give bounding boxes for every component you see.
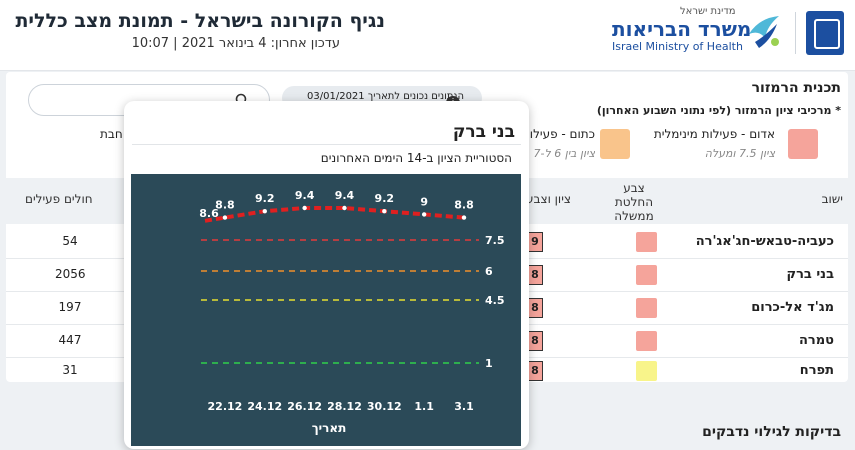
data-point <box>222 215 228 220</box>
data-point <box>382 209 387 214</box>
data-label: 9.4 <box>295 189 315 202</box>
row-score: 8 <box>527 298 543 318</box>
data-label: 8.6 <box>199 207 219 220</box>
row-score: 9 <box>527 232 543 252</box>
data-point <box>302 205 307 211</box>
row-active-sick: 197 <box>58 300 82 314</box>
city-history-popup: בני ברק הסטוריית הציון ב-14 הימים האחרונ… <box>124 101 529 449</box>
data-label: 9 <box>420 195 428 208</box>
row-gov-color <box>636 265 657 285</box>
data-point <box>342 205 347 211</box>
data-point <box>421 212 427 217</box>
row-gov-color <box>636 298 657 318</box>
threshold-label: 7.5 <box>485 234 505 247</box>
data-label: 8.8 <box>215 199 235 212</box>
state-emblem-icon <box>806 11 844 55</box>
top-header: נגיף הקורונה בישראל - תמונת מצב כללית עד… <box>0 0 855 71</box>
score-chart-svg: 7.564.518.8 9.2 9.4 9.4 9.2 9 8.88.622.12 24.12… <box>199 189 505 435</box>
data-date-text: הנתונים נכונים לתאריך 03/01/2021 <box>307 91 464 102</box>
ministry-bird-icon <box>749 16 779 48</box>
logo-divider <box>795 12 796 54</box>
table-row[interactable]: בני ברק 8 2056 <box>6 259 848 292</box>
row-active-sick: 2056 <box>55 267 86 281</box>
legend-red-swatch <box>788 129 818 159</box>
row-city: טמרה <box>799 333 834 348</box>
x-tick-label: 24.12 <box>247 400 282 413</box>
legend-orange-label: כתום - פעילות <box>521 127 595 141</box>
column-header-gov-color[interactable]: צבע החלטת ממשלה <box>614 181 654 223</box>
column-header-city[interactable]: ישוב <box>821 192 843 206</box>
row-gov-color <box>636 361 657 381</box>
x-tick-label: 22.12 <box>208 400 243 413</box>
logo-ministry-english: Israel Ministry of Health <box>612 40 743 53</box>
legend-orange-swatch <box>600 129 630 159</box>
table-row[interactable]: תפרח 8 31 <box>6 356 848 388</box>
row-active-sick: 31 <box>62 363 78 377</box>
threshold-label: 6 <box>485 265 493 278</box>
row-active-sick: 54 <box>62 234 78 248</box>
x-tick-label: 28.12 <box>327 400 362 413</box>
data-label: 9.2 <box>255 192 275 205</box>
column-header-score[interactable]: ציון וצבע <box>526 192 571 206</box>
x-tick-label: 1.1 <box>414 400 434 413</box>
row-score: 8 <box>527 361 543 381</box>
logo-state-text: מדינת ישראל <box>680 6 736 17</box>
data-label: 8.8 <box>454 199 474 212</box>
data-point <box>461 215 467 220</box>
legend-orange-range: ציון בין 6 ל-7 <box>533 147 595 160</box>
popup-divider <box>132 144 521 145</box>
row-score: 8 <box>527 331 543 351</box>
row-gov-color <box>636 232 657 252</box>
score-history-chart: 7.5 6 4.5 1 8.8 9.2 9.4 9.4 9.2 9 8.8 8.6 22.12 24.12… <box>131 174 521 446</box>
last-updated: עדכון אחרון: 4 בינואר 2021 | 10:07 <box>131 36 340 51</box>
row-city: בני ברק <box>786 267 835 282</box>
x-tick-label: 30.12 <box>367 400 402 413</box>
row-score: 8 <box>527 265 543 285</box>
data-point <box>262 209 267 214</box>
column-header-active-sick[interactable]: חולים פעילים <box>25 192 93 206</box>
legend-truncated-label: חבת <box>100 127 123 141</box>
logo-ministry-hebrew: משרד הבריאות <box>612 17 752 41</box>
x-tick-label: 26.12 <box>287 400 322 413</box>
data-label: 9.4 <box>335 189 355 202</box>
threshold-label: 4.5 <box>485 294 505 307</box>
popup-subtitle: הסטוריית הציון ב-14 הימים האחרונים <box>320 151 512 165</box>
data-label: 9.2 <box>375 192 395 205</box>
bottom-section-title: בדיקות לגילוי נדבקים <box>702 424 841 440</box>
legend-red-label: אדום - פעילות מינימלית <box>653 127 775 141</box>
row-city: מג'ד אל-כרום <box>751 300 834 315</box>
threshold-label: 1 <box>485 357 493 370</box>
x-axis-label: תאריך <box>312 421 347 435</box>
row-city: כעביה-טבאש-חג'אג'רה <box>695 234 834 249</box>
row-city: תפרח <box>799 363 834 378</box>
page-title: נגיף הקורונה בישראל - תמונת מצב כללית <box>15 10 385 32</box>
section-subtitle: * מרכיבי ציון הרמזור (לפי נתוני השבוע הא… <box>596 104 841 117</box>
row-active-sick: 447 <box>58 333 82 347</box>
row-gov-color <box>636 331 657 351</box>
legend-red-range: ציון 7.5 ומעלה <box>704 147 775 160</box>
section-title: תכנית הרמזור <box>751 80 841 96</box>
popup-pointer <box>116 266 125 284</box>
popup-title: בני ברק <box>452 122 515 142</box>
x-tick-label: 3.1 <box>454 400 474 413</box>
